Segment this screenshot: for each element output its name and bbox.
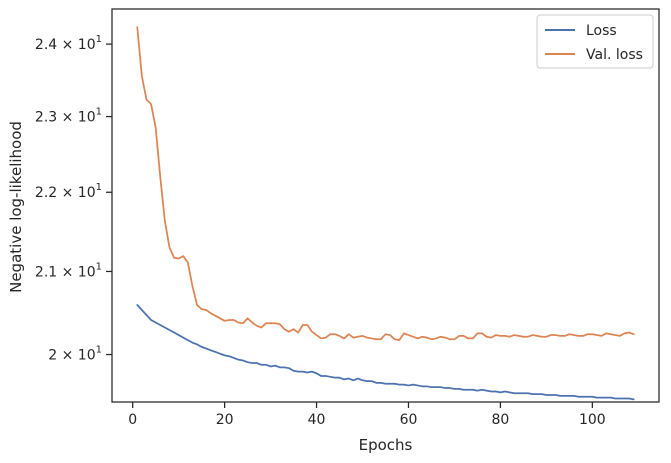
series-line-loss [136,304,635,401]
plot-frame [111,8,660,403]
legend-label-val-loss: Val. loss [586,47,643,63]
legend-label-loss: Loss [586,23,617,39]
series-line-val-loss [136,26,635,341]
y-tick-label: 2.2 × 101 [35,182,102,201]
y-tick-label: 2.3 × 101 [35,107,102,126]
legend: Loss Val. loss [536,14,654,69]
series-layer [136,26,635,401]
y-tick-label: 2 × 101 [48,345,102,364]
y-tick-label: 2.1 × 101 [35,261,102,280]
x-tick-label: 60 [400,412,418,428]
x-tick-label: 80 [492,412,510,428]
x-tick-label: 40 [308,412,326,428]
x-axis-label: Epochs [359,436,413,454]
x-axis-ticks: 0 20 40 60 80 100 [128,402,606,428]
y-tick-label: 2.4 × 101 [35,34,102,53]
x-tick-label: 0 [128,412,137,428]
x-tick-label: 100 [579,412,606,428]
x-tick-label: 20 [216,412,234,428]
y-axis-label: Negative log-likelihood [7,121,25,293]
y-axis-ticks: 2 × 101 2.1 × 101 2.2 × 101 2.3 × 101 2.4 × … [35,34,112,364]
